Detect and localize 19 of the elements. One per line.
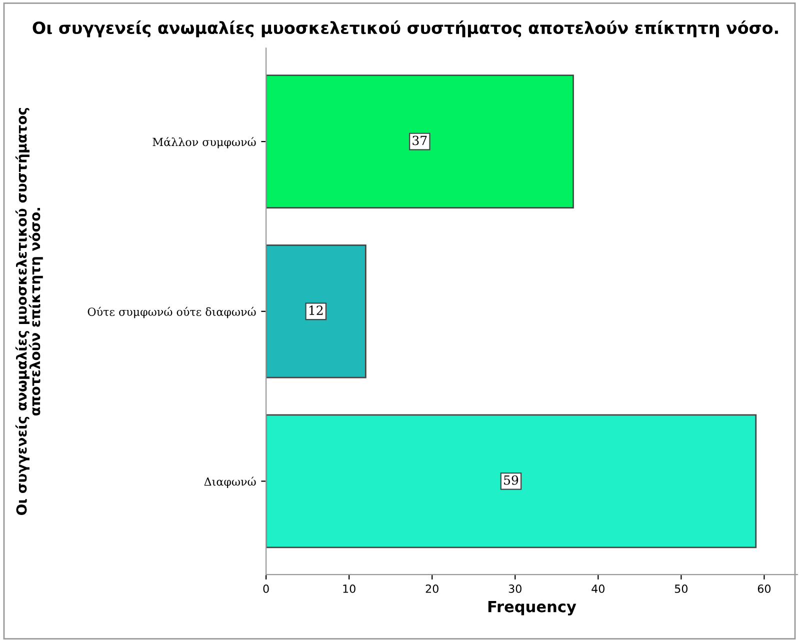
x-axis-title: Frequency	[488, 600, 576, 616]
x-tick-label: 10	[343, 584, 356, 593]
data-label: 12	[309, 306, 323, 315]
bar	[266, 414, 757, 548]
x-tick-label: 50	[674, 584, 688, 593]
data-label: 37	[412, 136, 427, 146]
x-tick-label: 40	[592, 584, 604, 593]
x-tick-label: 30	[508, 584, 522, 593]
y-tick-label: Μάλλον συμφωνώ	[152, 137, 256, 148]
y-tick-label: Ούτε συμφωνώ ούτε διαφωνώ	[88, 306, 256, 318]
x-tick-label: 20	[426, 584, 438, 593]
bar	[266, 244, 366, 378]
y-tick-label: Διαφωνώ	[204, 476, 256, 488]
y-axis-title: Οι συγγενείς ανωμαλίες μυοσκελετικού συστήματος αποτελούν επίκτητη νόσο.	[15, 108, 43, 515]
chart-title: Οι συγγενείς ανωμαλίες μυοσκελετικού συστήματος αποτελούν επίκτητη νόσο.	[32, 20, 778, 38]
x-tick-label: 60	[758, 584, 771, 593]
bar	[266, 74, 574, 208]
data-label: 59	[504, 475, 518, 485]
x-tick-label: 0	[263, 584, 269, 593]
